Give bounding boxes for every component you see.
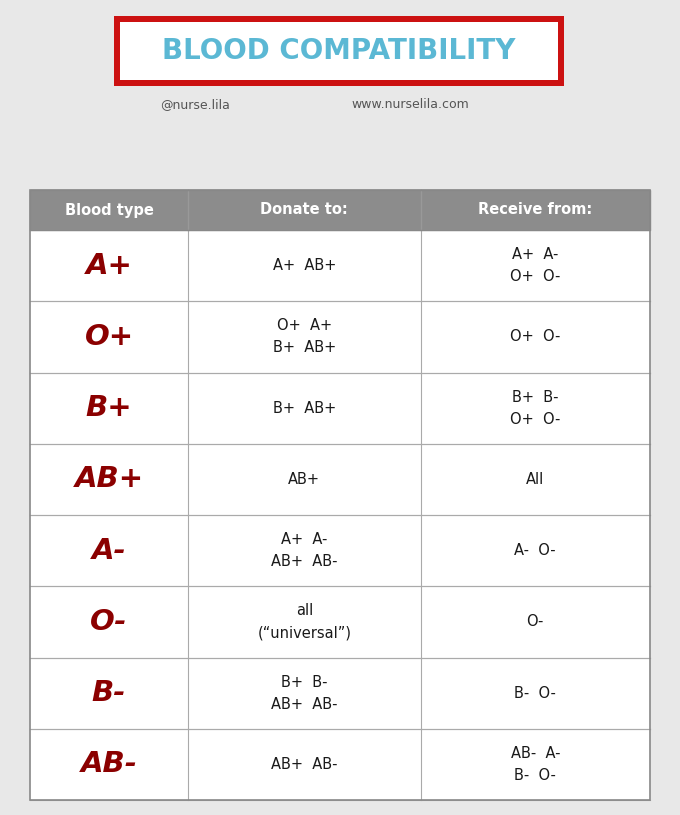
Bar — [30, 302, 650, 372]
Text: AB+: AB+ — [288, 472, 320, 487]
Text: A-  O-: A- O- — [515, 543, 556, 558]
Text: B-: B- — [92, 679, 126, 707]
Text: O-: O- — [526, 615, 544, 629]
Bar — [30, 190, 650, 800]
Text: B+  AB+: B+ AB+ — [273, 401, 336, 416]
Text: AB-: AB- — [81, 751, 137, 778]
Bar — [30, 443, 650, 515]
Text: A+  AB+: A+ AB+ — [273, 258, 336, 273]
Bar — [30, 230, 650, 302]
Bar — [30, 586, 650, 658]
Text: Donate to:: Donate to: — [260, 202, 348, 218]
Text: AB+: AB+ — [75, 465, 143, 493]
Text: www.nurselila.com: www.nurselila.com — [351, 99, 469, 112]
Text: BLOOD COMPATIBILITY: BLOOD COMPATIBILITY — [163, 37, 515, 65]
Bar — [120, 22, 558, 80]
Bar — [30, 372, 650, 443]
Text: O-: O- — [90, 608, 128, 636]
Text: A+  A-
AB+  AB-: A+ A- AB+ AB- — [271, 532, 337, 569]
Text: A+  A-
O+  O-: A+ A- O+ O- — [510, 247, 560, 284]
Text: B+  B-
O+  O-: B+ B- O+ O- — [510, 390, 560, 427]
Text: O+: O+ — [84, 323, 133, 351]
Bar — [30, 658, 650, 729]
Bar — [114, 16, 564, 86]
Bar — [30, 190, 650, 230]
Text: Receive from:: Receive from: — [478, 202, 592, 218]
Text: @nurse.lila: @nurse.lila — [160, 99, 230, 112]
Text: Blood type: Blood type — [65, 202, 154, 218]
Text: All: All — [526, 472, 545, 487]
Text: B+  B-
AB+  AB-: B+ B- AB+ AB- — [271, 675, 337, 711]
Text: AB+  AB-: AB+ AB- — [271, 757, 337, 772]
Text: O+  A+
B+  AB+: O+ A+ B+ AB+ — [273, 319, 336, 355]
Bar — [30, 729, 650, 800]
Bar — [30, 515, 650, 586]
Text: A-: A- — [92, 536, 126, 565]
Text: A+: A+ — [86, 252, 133, 280]
Text: B+: B+ — [86, 394, 133, 422]
Text: O+  O-: O+ O- — [510, 329, 560, 345]
Text: all
(“universal”): all (“universal”) — [257, 603, 352, 641]
Bar — [30, 190, 650, 230]
Text: B-  O-: B- O- — [514, 685, 556, 701]
Text: AB-  A-
B-  O-: AB- A- B- O- — [511, 746, 560, 783]
